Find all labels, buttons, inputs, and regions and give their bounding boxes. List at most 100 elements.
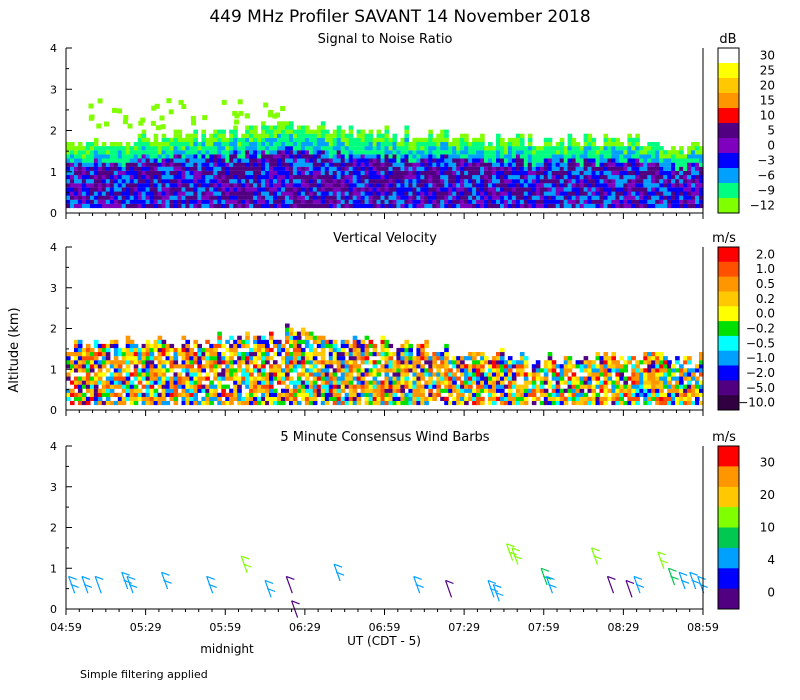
heatmap-cell <box>635 372 640 377</box>
heatmap-cell <box>519 150 525 155</box>
heatmap-cell <box>289 129 294 134</box>
heatmap-cell <box>440 179 445 184</box>
heatmap-cell <box>253 199 258 204</box>
heatmap-cell <box>571 203 577 209</box>
heatmap-cell <box>332 339 338 344</box>
heatmap-cell <box>623 384 628 389</box>
heatmap-cell <box>145 339 151 344</box>
heatmap-cell <box>631 146 636 151</box>
heatmap-cell <box>503 364 509 369</box>
heatmap-cell <box>141 158 147 163</box>
heatmap-cell <box>663 400 668 406</box>
heatmap-cell <box>444 368 449 373</box>
heatmap-cell <box>480 154 485 159</box>
heatmap-cell <box>229 388 234 393</box>
wind-barb-flag <box>70 583 79 588</box>
heatmap-cell <box>89 183 95 188</box>
heatmap-cell <box>392 203 398 209</box>
heatmap-cell <box>145 372 151 377</box>
heatmap-cell <box>500 352 505 357</box>
heatmap-cell <box>500 162 505 167</box>
heatmap-cell <box>300 187 306 192</box>
heatmap-cell <box>117 187 123 192</box>
heatmap-cell <box>141 360 147 365</box>
heatmap-cell <box>213 364 218 369</box>
heatmap-cell <box>595 191 601 196</box>
heatmap-cell <box>137 388 143 393</box>
heatmap-cell <box>249 396 254 401</box>
heatmap-cell <box>535 384 541 389</box>
heatmap-cell <box>177 183 183 188</box>
heatmap-cell <box>456 187 461 192</box>
heatmap-cell <box>480 352 485 357</box>
heatmap-cell <box>81 396 87 401</box>
heatmap-cell <box>304 162 310 167</box>
heatmap-cell <box>261 339 266 344</box>
heatmap-cell <box>213 154 218 159</box>
heatmap-cell <box>189 195 194 200</box>
heatmap-cell <box>623 187 628 192</box>
heatmap-cell <box>515 203 521 209</box>
heatmap-cell <box>356 133 362 138</box>
heatmap-cell <box>404 158 409 163</box>
heatmap-cell <box>233 380 238 385</box>
heatmap-cell <box>261 146 266 151</box>
heatmap-cell <box>420 150 425 155</box>
heatmap-cell <box>105 199 111 204</box>
heatmap-cell <box>169 203 175 209</box>
heatmap-cell <box>631 166 636 171</box>
heatmap-cell <box>320 335 326 340</box>
heatmap-cell <box>420 154 425 159</box>
heatmap-cell <box>679 380 684 385</box>
heatmap-cell <box>543 380 549 385</box>
heatmap-cell <box>428 360 433 365</box>
heatmap-cell <box>217 183 222 188</box>
heatmap-cell <box>372 137 378 142</box>
heatmap-cell <box>189 133 194 138</box>
heatmap-cell <box>687 146 692 151</box>
heatmap-cell <box>611 356 616 361</box>
heatmap-cell <box>249 384 254 389</box>
heatmap-cell <box>308 133 314 138</box>
heatmap-cell <box>555 203 561 209</box>
heatmap-cell <box>153 170 159 176</box>
heatmap-cell <box>77 364 83 369</box>
heatmap-cell <box>237 199 242 204</box>
heatmap-cell <box>531 175 537 180</box>
heatmap-cell <box>336 380 342 385</box>
heatmap-cell <box>109 158 115 163</box>
heatmap-cell <box>113 384 119 389</box>
heatmap-cell <box>221 166 226 171</box>
heatmap-cell <box>396 154 401 159</box>
heatmap-cell <box>241 191 246 196</box>
heatmap-cell <box>599 187 605 192</box>
heatmap-cell <box>631 179 636 184</box>
heatmap-cell <box>149 347 155 353</box>
heatmap-cell <box>348 175 354 180</box>
heatmap-cell <box>384 179 390 184</box>
heatmap-cell <box>480 372 485 377</box>
heatmap-cell <box>316 179 322 184</box>
heatmap-cell <box>420 195 425 200</box>
heatmap-cell <box>185 372 190 377</box>
heatmap-cell <box>500 372 505 377</box>
heatmap-cell <box>197 150 202 155</box>
heatmap-cell <box>133 146 139 151</box>
heatmap-cell <box>432 360 437 365</box>
heatmap-cell <box>85 360 91 365</box>
heatmap-cell <box>444 129 449 134</box>
wind-barb-flag <box>513 555 523 560</box>
heatmap-cell <box>428 175 433 180</box>
heatmap-cell <box>388 179 394 184</box>
heatmap-cell <box>404 125 409 130</box>
heatmap-cell <box>348 187 354 192</box>
heatmap-cell <box>70 380 75 385</box>
heatmap-cell <box>145 183 151 188</box>
heatmap-cell <box>575 146 581 151</box>
heatmap-cell <box>639 166 644 171</box>
heatmap-cell <box>81 384 87 389</box>
heatmap-cell <box>109 170 115 176</box>
heatmap-cell <box>364 166 370 171</box>
heatmap-cell <box>384 376 390 381</box>
heatmap-cell <box>599 166 605 171</box>
